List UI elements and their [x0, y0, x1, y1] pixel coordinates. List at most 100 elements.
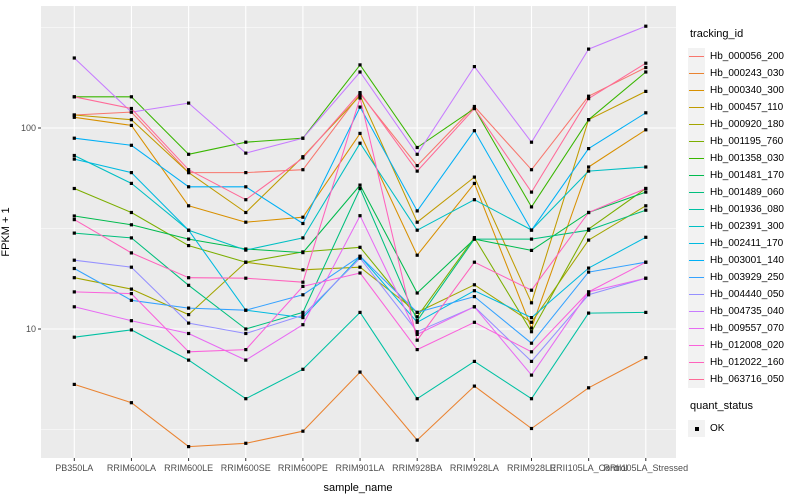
legend-item-label: Hb_012022_160: [710, 357, 784, 368]
data-point: [358, 70, 362, 74]
data-point: [472, 129, 476, 133]
data-point: [72, 382, 76, 386]
legend-item: Hb_003001_140: [688, 252, 798, 269]
data-point: [72, 231, 76, 235]
data-point: [587, 238, 591, 242]
data-point: [472, 359, 476, 363]
data-point: [358, 105, 362, 109]
legend-item: Hb_012008_020: [688, 337, 798, 354]
data-point: [644, 65, 648, 70]
data-point: [187, 185, 191, 189]
data-point: [187, 276, 191, 280]
data-point: [301, 215, 305, 219]
data-point: [72, 218, 76, 222]
data-point: [529, 341, 534, 345]
data-point: [358, 245, 362, 249]
x-tick-label: PB350LA: [55, 463, 94, 473]
data-point: [72, 186, 76, 191]
data-point: [358, 96, 362, 100]
data-point: [415, 332, 419, 336]
data-point: [529, 237, 534, 241]
data-point: [358, 256, 362, 260]
legend-tracking-id: tracking_id Hb_000056_200 Hb_000243_030 …: [688, 28, 798, 388]
legend-item: Hb_000920_180: [688, 116, 798, 133]
legend-item-label: Hb_001358_030: [710, 153, 784, 164]
data-point: [644, 208, 648, 212]
data-point: [72, 214, 76, 218]
data-point: [129, 265, 133, 269]
data-point: [587, 118, 591, 122]
data-point: [358, 94, 362, 98]
data-point: [472, 65, 476, 69]
x-tick-label: RRIM600LE: [164, 463, 214, 473]
data-point: [72, 258, 76, 262]
legend-item: Hb_002391_300: [688, 218, 798, 235]
data-point: [587, 266, 591, 270]
data-point: [129, 298, 133, 302]
data-point: [301, 429, 305, 433]
data-point: [415, 330, 419, 334]
data-point: [415, 220, 419, 224]
legend-item-label: Hb_001489_060: [710, 187, 784, 198]
ok-label: OK: [710, 423, 725, 434]
legend-item: Hb_000056_200: [688, 48, 798, 65]
data-point: [415, 310, 419, 314]
legend-key-swatch: [688, 371, 705, 388]
data-point: [644, 235, 648, 239]
data-point: [644, 128, 648, 132]
x-tick-label: RRIM928LA: [449, 463, 499, 473]
data-point: [244, 331, 248, 336]
legend-item-label: Hb_004440_050: [710, 289, 784, 300]
legend-item: Hb_003929_250: [688, 269, 798, 286]
data-point: [301, 310, 305, 314]
legend-key-swatch: [688, 201, 705, 218]
data-point: [587, 94, 591, 98]
data-point: [244, 198, 248, 202]
legend-quant-status: quant_status OK: [688, 400, 798, 437]
data-point: [301, 251, 305, 255]
data-point: [415, 164, 419, 168]
data-point: [129, 292, 133, 296]
data-point: [187, 321, 191, 325]
x-axis-title: sample_name: [323, 482, 393, 494]
data-point: [244, 171, 248, 175]
data-point: [358, 186, 362, 191]
data-point: [529, 288, 534, 292]
data-point: [587, 311, 591, 315]
data-point: [644, 70, 648, 74]
legend-item-label: Hb_003001_140: [710, 255, 784, 266]
x-tick-label: RRII105LA_Control: [549, 463, 628, 473]
legend-item-label: Hb_012008_020: [710, 340, 784, 351]
data-point: [415, 145, 419, 150]
legend-item-label: Hb_001936_080: [710, 204, 784, 215]
data-point: [415, 397, 419, 401]
data-point: [301, 221, 305, 226]
legend-item: Hb_002411_170: [688, 235, 798, 252]
data-point: [244, 327, 248, 331]
legend-item-list: Hb_000056_200 Hb_000243_030 Hb_000340_30…: [688, 48, 798, 388]
legend-item: Hb_063716_050: [688, 371, 798, 388]
data-point: [244, 210, 248, 215]
legend-item-label: Hb_002391_300: [710, 221, 784, 232]
legend-item-label: Hb_000457_110: [710, 102, 784, 113]
data-point: [415, 169, 419, 173]
y-axis-title: FPKM + 1: [0, 207, 12, 257]
data-point: [587, 386, 591, 390]
x-tick-label: RRIM600LA: [106, 463, 156, 473]
data-point: [587, 147, 591, 151]
data-point: [358, 63, 362, 67]
data-point: [187, 350, 191, 354]
data-point: [358, 265, 362, 269]
legend-item-label: Hb_000920_180: [710, 119, 784, 130]
data-point: [587, 210, 591, 215]
data-point: [72, 136, 76, 140]
data-point: [529, 228, 534, 232]
legend-key-swatch: [688, 303, 705, 320]
data-point: [472, 260, 476, 264]
data-point: [587, 47, 591, 51]
data-point: [358, 91, 362, 95]
data-point: [644, 204, 648, 208]
data-point: [187, 101, 191, 105]
data-point: [472, 283, 476, 287]
